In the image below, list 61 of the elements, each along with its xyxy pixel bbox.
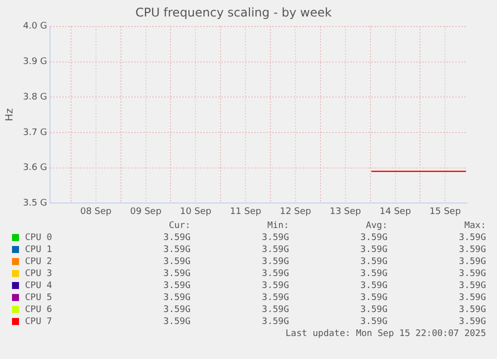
y-tick-label: 3.7 G [22,128,48,138]
text: 3.59G [359,256,388,268]
text: 3.59G [162,292,190,304]
legend-label: CPU 5 [24,292,54,304]
x-tick-label: 14 Sep [380,206,412,217]
y-axis-title: Hz [4,108,16,122]
text: 3.59G [458,304,486,316]
text: 3.59G [260,244,289,256]
text: 3.59G [359,244,388,256]
text: 3.59G [458,256,486,268]
x-tick-label: 13 Sep [330,206,362,217]
text: 3.59G [162,316,190,328]
x-tick-label: 15 Sep [430,206,462,217]
legend-label: CPU 4 [24,280,54,292]
text: 3.59G [359,316,388,328]
text: 3.59G [359,292,388,304]
text: 3.59G [260,304,289,316]
text: Min: [266,220,289,232]
text: 3.59G [458,292,486,304]
x-tick-label: 11 Sep [230,206,262,217]
text: 3.59G [359,268,388,280]
y-tick-label: 3.6 G [22,163,48,174]
legend-label: CPU 7 [24,316,54,328]
text: 3.59G [260,316,289,328]
legend-label: CPU 0 [24,232,54,244]
x-tick-label: 09 Sep [130,206,162,217]
legend-label: CPU 2 [24,256,54,268]
text: 3.59G [162,256,190,268]
text: 3.59G [359,232,388,244]
text: 3.59G [162,232,190,244]
text: 3.59G [260,280,289,292]
text: 3.59G [359,304,388,316]
text: 3.59G [458,280,486,292]
text: 3.59G [359,280,388,292]
text: 3.59G [162,280,190,292]
text: 3.59G [260,268,289,280]
text: 3.59G [458,316,486,328]
x-tick-label: 12 Sep [280,206,312,217]
text: 3.59G [260,256,289,268]
text: 3.59G [162,304,190,316]
text: Cur: [168,220,190,232]
chart-title: CPU frequency scaling - by week [135,5,332,20]
text: 3.59G [162,268,190,280]
text: 3.59G [162,244,190,256]
text: 3.59G [260,292,289,304]
y-tick-label: 4.0 G [22,22,48,32]
text: 3.59G [458,268,486,280]
text: 3.59G [458,232,486,244]
x-tick-label: 08 Sep [80,206,112,217]
legend-label: CPU 1 [24,244,54,256]
y-tick-label: 3.5 G [22,198,48,209]
text: Last update: Mon Sep 15 22:00:07 2025 [286,329,486,339]
y-tick-label: 3.9 G [22,57,48,68]
legend-label: CPU 3 [24,268,54,280]
x-tick-label: 10 Sep [180,206,212,217]
legend-label: CPU 6 [24,304,54,316]
text: Max: [463,220,486,232]
text: 3.59G [458,244,486,256]
y-tick-label: 3.8 G [22,92,48,102]
text: Avg: [364,220,388,232]
text: 3.59G [260,232,289,244]
